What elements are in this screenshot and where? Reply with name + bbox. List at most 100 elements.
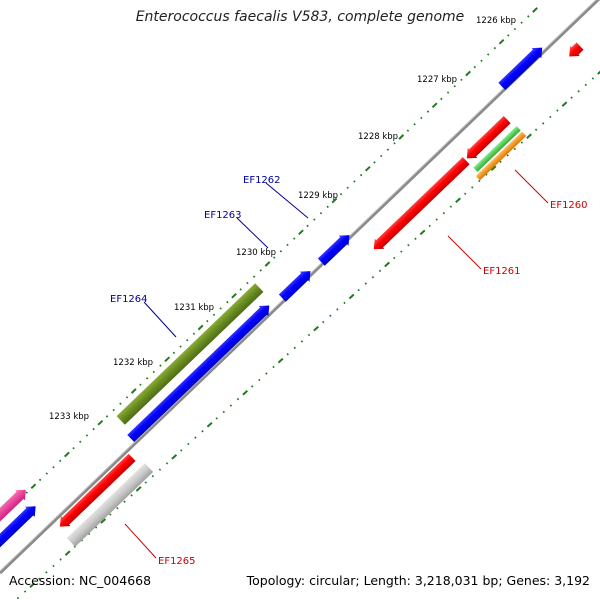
minor-tick: [159, 364, 162, 367]
gene-feature-ef1261[interactable]: [369, 156, 471, 255]
minor-tick: [194, 436, 197, 439]
minor-tick: [392, 256, 396, 260]
minor-tick: [406, 129, 410, 132]
major-tick: [561, 101, 568, 107]
gene-feature-forward[interactable]: [126, 301, 274, 444]
minor-tick: [407, 244, 410, 247]
major-tick: [498, 38, 505, 45]
minor-tick: [449, 205, 453, 208]
gene-feature-ef1260[interactable]: [475, 131, 527, 181]
minor-tick: [386, 148, 390, 151]
gene-label-ef1261[interactable]: EF1261: [483, 266, 521, 277]
gene-label-ef1265[interactable]: EF1265: [158, 556, 196, 567]
minor-tick: [130, 494, 133, 497]
accession-text: Accession: NC_004668: [9, 573, 152, 588]
major-tick: [29, 582, 36, 588]
minor-tick: [16, 596, 20, 600]
gene-label-ef1263[interactable]: EF1263: [204, 210, 242, 221]
minor-tick: [339, 192, 343, 196]
minor-tick: [326, 205, 329, 209]
gene-feature-reverse[interactable]: [55, 452, 137, 531]
minor-tick: [180, 449, 183, 452]
minor-tick: [584, 83, 588, 87]
minor-tick: [478, 179, 481, 183]
minor-tick: [493, 46, 497, 50]
minor-tick: [186, 338, 189, 342]
minor-tick: [463, 192, 467, 196]
minor-tick: [319, 211, 323, 215]
minor-tick: [473, 65, 477, 69]
major-tick: [419, 229, 426, 236]
tick-row-outer: [16, 70, 600, 600]
minor-tick: [435, 218, 438, 221]
minor-tick: [123, 500, 126, 503]
genome-stats-text: Topology: circular; Length: 3,218,031 bp…: [246, 573, 590, 588]
minor-tick: [364, 282, 368, 285]
minor-tick: [353, 180, 356, 183]
gene-feature-ef1263[interactable]: [277, 266, 315, 303]
major-tick: [465, 70, 471, 77]
major-tick: [100, 518, 107, 524]
gene-feature-ef1262[interactable]: [316, 230, 354, 267]
major-tick: [97, 419, 104, 426]
major-tick: [206, 422, 213, 428]
kbp-label: 1229 kbp: [298, 191, 338, 201]
minor-tick: [499, 160, 502, 163]
gene-label-ef1260[interactable]: EF1260: [550, 200, 588, 211]
minor-tick: [158, 468, 162, 471]
minor-tick: [79, 440, 82, 444]
minor-tick: [165, 462, 169, 465]
major-tick: [597, 70, 600, 75]
minor-tick: [520, 21, 523, 24]
minor-tick: [58, 459, 62, 463]
minor-tick: [246, 281, 249, 285]
minor-tick: [215, 417, 218, 420]
minor-tick: [485, 173, 488, 176]
minor-tick: [52, 465, 55, 469]
gene-label-ef1264[interactable]: EF1264: [110, 294, 148, 305]
minor-tick: [480, 59, 483, 63]
minor-tick: [116, 507, 119, 510]
major-tick: [384, 261, 390, 268]
kbp-label: 1233 kbp: [49, 412, 89, 422]
minor-tick: [259, 269, 263, 272]
minor-tick: [265, 372, 268, 375]
minor-tick: [428, 224, 431, 228]
minor-tick: [400, 250, 403, 253]
minor-tick: [549, 115, 552, 119]
gene-feature-pink[interactable]: [0, 485, 31, 526]
gene-feature-reverse[interactable]: [462, 115, 512, 164]
gene-feature-forward[interactable]: [0, 501, 40, 553]
minor-tick: [112, 408, 115, 412]
minor-tick: [486, 53, 490, 56]
minor-tick: [359, 173, 363, 177]
minor-tick: [513, 147, 517, 151]
minor-tick: [38, 478, 42, 482]
minor-tick: [453, 84, 456, 88]
minor-tick: [109, 513, 112, 516]
minor-tick: [25, 491, 28, 494]
minor-tick: [541, 122, 545, 125]
gene-feature-forward[interactable]: [497, 43, 547, 92]
minor-tick: [286, 243, 289, 247]
minor-tick: [92, 427, 95, 431]
leader-line: [514, 169, 549, 204]
gene-feature-ef1264[interactable]: [116, 283, 264, 425]
minor-tick: [442, 211, 446, 215]
minor-tick: [471, 186, 474, 189]
gene-label-ef1262[interactable]: EF1262: [243, 175, 281, 186]
minor-tick: [279, 250, 283, 253]
gene-feature-ef1265[interactable]: [66, 463, 154, 547]
minor-tick: [293, 237, 296, 240]
minor-tick: [45, 472, 49, 475]
gene-feature-light-green[interactable]: [473, 126, 521, 172]
minor-tick: [172, 351, 176, 355]
minor-tick: [219, 307, 222, 310]
minor-tick: [527, 15, 530, 18]
minor-tick: [144, 481, 147, 484]
minor-tick: [87, 532, 91, 536]
leader-line: [447, 235, 482, 270]
minor-tick: [460, 78, 463, 82]
minor-tick: [38, 577, 41, 580]
gene-feature-reverse[interactable]: [564, 41, 585, 61]
